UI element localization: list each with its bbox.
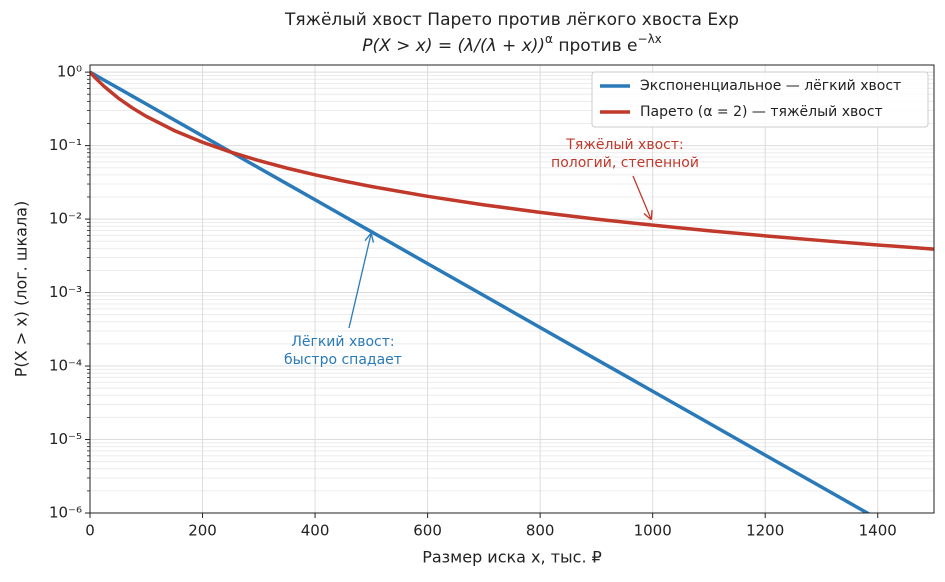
series-line xyxy=(90,70,934,251)
x-tick-label: 1200 xyxy=(746,522,784,540)
y-tick-label: 10⁻³ xyxy=(49,283,82,301)
x-tick-label: 0 xyxy=(85,522,95,540)
plot-frame xyxy=(89,64,935,514)
annotation-arrow xyxy=(632,175,651,219)
x-tick-label: 400 xyxy=(301,522,330,540)
y-tick-label: 10⁻⁵ xyxy=(49,430,82,448)
x-tick-label: 1000 xyxy=(634,522,672,540)
annotation-text: пологий, степенной xyxy=(551,155,699,171)
series-line xyxy=(90,70,871,513)
x-axis-label: Размер иска x, тыс. ₽ xyxy=(422,548,602,567)
subtitle-part: P(X > x) = (λ/(λ + x)) xyxy=(362,36,545,56)
subtitle-part: α xyxy=(545,32,553,46)
x-tick-label: 200 xyxy=(188,522,217,540)
subtitle-part: −λx xyxy=(638,32,662,46)
legend-label: Парето (α = 2) — тяжёлый хвост xyxy=(640,104,883,120)
x-tick-label: 800 xyxy=(526,522,555,540)
legend-box xyxy=(591,71,929,128)
annotation-text: Тяжёлый хвост: xyxy=(565,137,683,153)
subtitle-part: против e xyxy=(553,36,638,56)
legend-label: Экспоненциальное — лёгкий хвост xyxy=(640,78,901,94)
annotation-arrow xyxy=(348,234,371,329)
chart-subtitle: P(X > x) = (λ/(λ + x))α против e−λx xyxy=(362,32,662,57)
y-tick-label: 10⁻¹ xyxy=(49,136,82,154)
x-tick-label: 1400 xyxy=(859,522,897,540)
annotation-text: Лёгкий хвост: xyxy=(291,334,394,350)
y-tick-label: 10⁻⁶ xyxy=(49,504,82,522)
annotation-text: быстро спадает xyxy=(284,352,402,368)
y-tick-label: 10⁻⁴ xyxy=(49,357,82,375)
chart-title: Тяжёлый хвост Парето против лёгкого хвос… xyxy=(284,10,739,30)
y-tick-label: 10⁰ xyxy=(57,63,82,81)
x-tick-label: 600 xyxy=(413,522,442,540)
plot-area xyxy=(90,70,934,513)
y-axis-label: P(X > x) (лог. шкала) xyxy=(12,201,31,377)
y-tick-label: 10⁻² xyxy=(49,210,82,228)
